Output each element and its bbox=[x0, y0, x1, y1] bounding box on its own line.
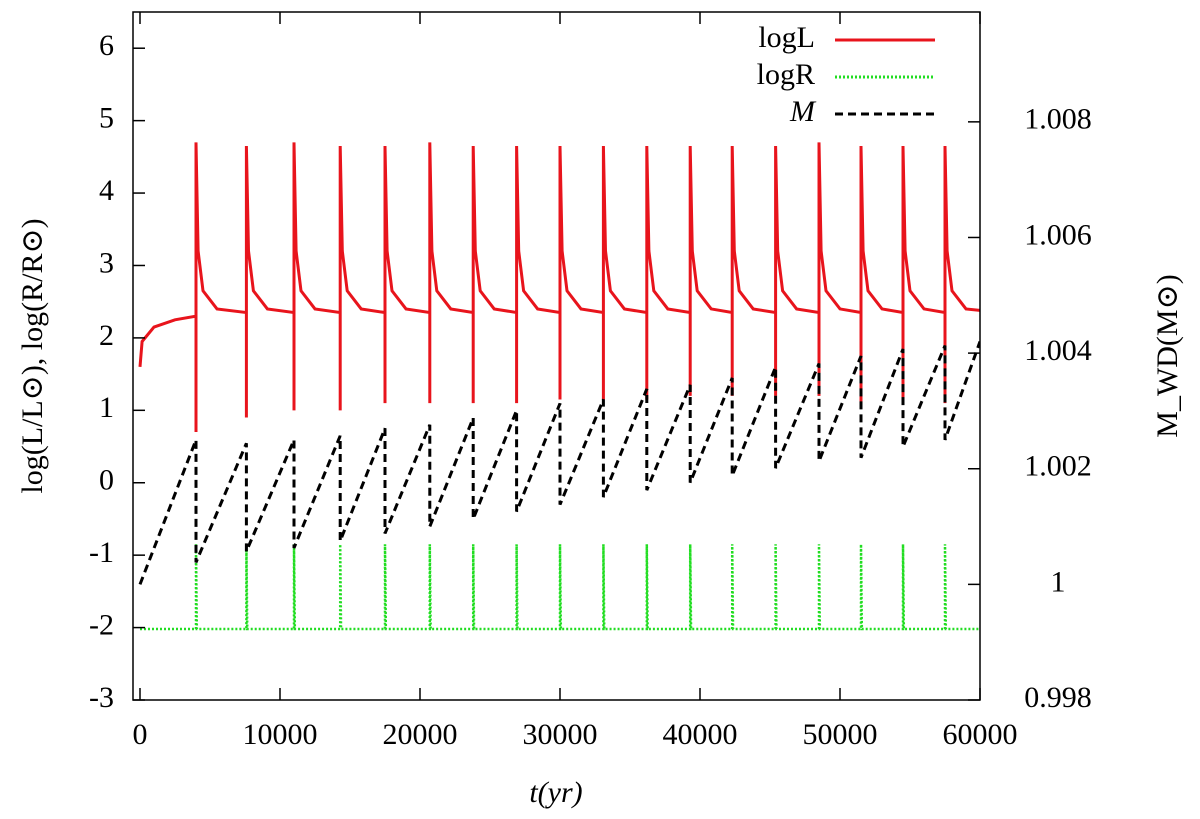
y-tick-label: 2 bbox=[99, 319, 114, 352]
x-axis-title: t(yr) bbox=[529, 776, 582, 809]
y-tick-label: -3 bbox=[89, 681, 114, 714]
y-tick-label: -2 bbox=[89, 608, 114, 641]
legend-label: logL bbox=[758, 21, 815, 54]
x-tick-label: 60000 bbox=[943, 718, 1018, 751]
series-line bbox=[138, 142, 980, 433]
series-line bbox=[140, 544, 980, 631]
x-tick-label: 10000 bbox=[243, 718, 318, 751]
y2-tick-label: 1.002 bbox=[1024, 450, 1092, 483]
y-tick-label: 3 bbox=[99, 246, 114, 279]
y2-tick-label: 1.004 bbox=[1024, 334, 1092, 367]
x-tick-label: 0 bbox=[133, 718, 148, 751]
y2-tick-label: 1 bbox=[1051, 565, 1066, 598]
axes-frame bbox=[132, 11, 981, 701]
series-line bbox=[138, 341, 980, 585]
y-tick-label: 0 bbox=[99, 464, 114, 497]
plot-area bbox=[138, 142, 980, 631]
legend-label: logR bbox=[757, 58, 815, 91]
legend-label: M bbox=[789, 95, 817, 128]
x-tick-label: 40000 bbox=[663, 718, 738, 751]
y2-tick-label: 1.006 bbox=[1024, 218, 1092, 251]
y2-axis-title: M_WD(M⊙) bbox=[1151, 274, 1184, 437]
y-tick-label: 1 bbox=[99, 391, 114, 424]
y-tick-label: -1 bbox=[89, 536, 114, 569]
y-axis-title: log(L/L⊙), log(R/R⊙) bbox=[16, 218, 49, 493]
y2-tick-label: 0.998 bbox=[1024, 681, 1092, 714]
x-tick-label: 20000 bbox=[383, 718, 458, 751]
x-tick-label: 30000 bbox=[523, 718, 598, 751]
y-tick-label: 6 bbox=[99, 29, 114, 62]
y2-tick-label: 1.008 bbox=[1024, 103, 1092, 136]
y-tick-label: 4 bbox=[99, 174, 114, 207]
x-tick-label: 50000 bbox=[803, 718, 878, 751]
y-tick-label: 5 bbox=[99, 102, 114, 135]
